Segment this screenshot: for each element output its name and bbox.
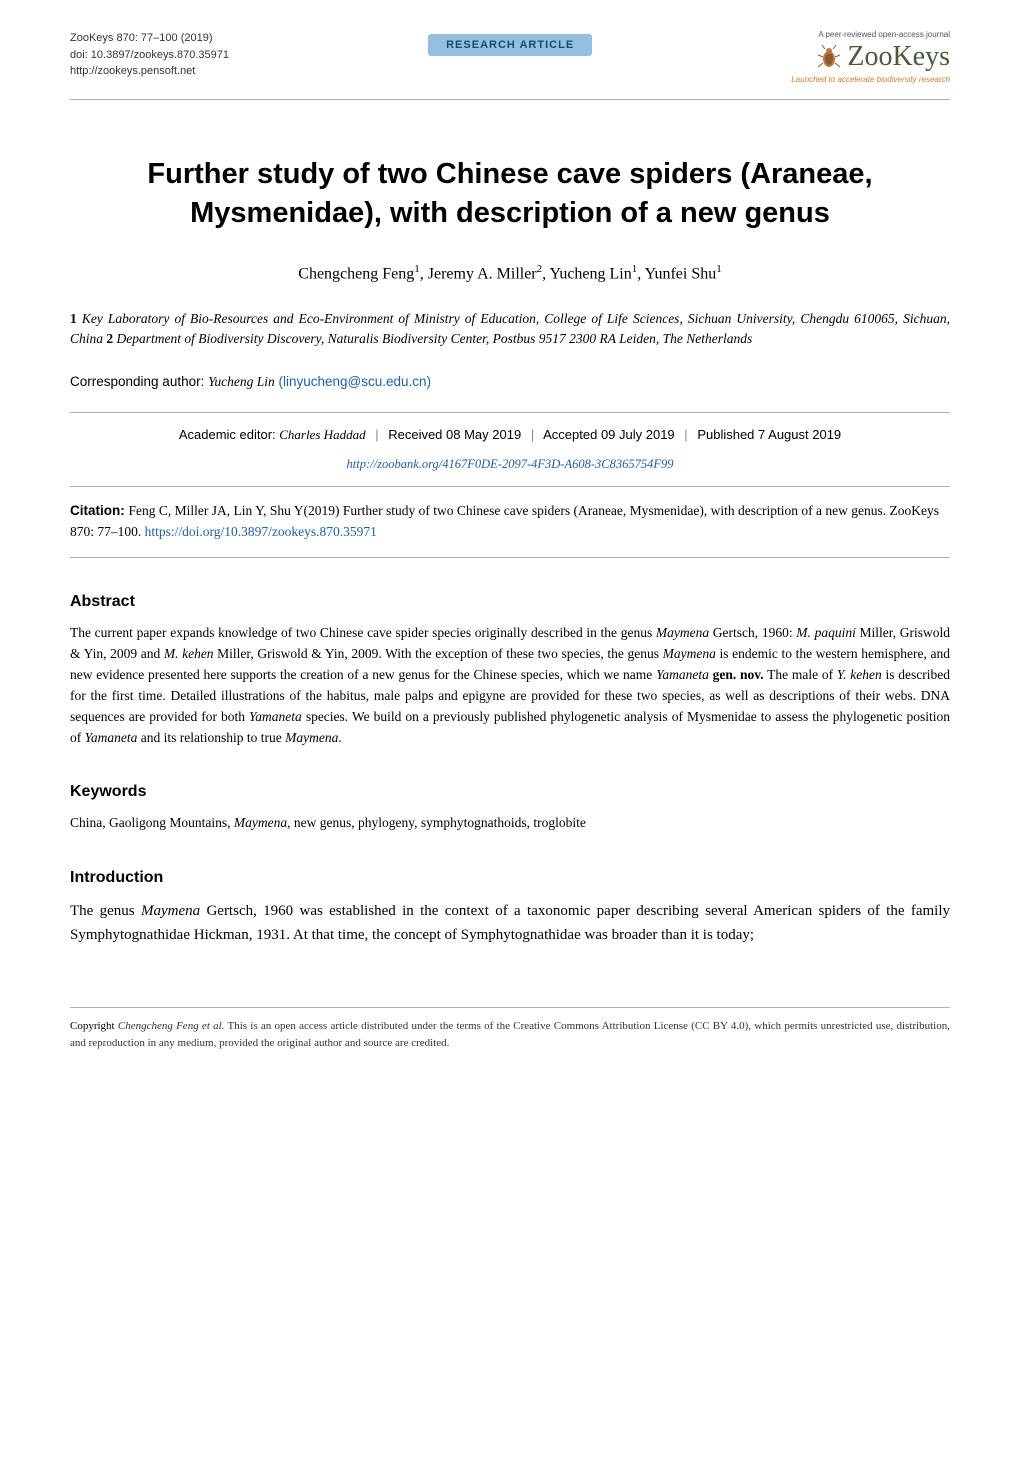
copyright-author: Chengcheng Feng et al.	[118, 1020, 225, 1032]
article-title: Further study of two Chinese cave spider…	[70, 155, 950, 233]
citation-doi[interactable]: https://doi.org/10.3897/zookeys.870.3597…	[145, 524, 377, 539]
journal-url[interactable]: http://zookeys.pensoft.net	[70, 63, 229, 80]
keywords-body: China, Gaoligong Mountains, Maymena, new…	[70, 813, 950, 834]
separator: |	[684, 427, 687, 442]
footer-rule	[70, 1007, 950, 1008]
header-row: ZooKeys 870: 77–100 (2019) doi: 10.3897/…	[0, 0, 1020, 99]
rule-1	[70, 412, 950, 413]
citation-block: Citation: Feng C, Miller JA, Lin Y, Shu …	[70, 501, 950, 543]
author-list: Chengcheng Feng1, Jeremy A. Miller2, Yuc…	[70, 263, 950, 283]
published-date: Published 7 August 2019	[697, 427, 841, 442]
journal-meta: ZooKeys 870: 77–100 (2019) doi: 10.3897/…	[70, 30, 229, 80]
abstract-heading: Abstract	[70, 593, 950, 611]
editor-name: Charles Haddad	[279, 427, 365, 442]
doi-line: doi: 10.3897/zookeys.870.35971	[70, 47, 229, 64]
publication-dates: Academic editor: Charles Haddad | Receiv…	[70, 427, 950, 443]
editor-label: Academic editor:	[179, 427, 279, 442]
journal-line: ZooKeys 870: 77–100 (2019)	[70, 30, 229, 47]
logo-tagline-top: A peer-reviewed open-access journal	[791, 30, 950, 39]
accepted-date: Accepted 09 July 2019	[543, 427, 675, 442]
abstract-body: The current paper expands knowledge of t…	[70, 623, 950, 749]
journal-logo: A peer-reviewed open-access journal ZooK…	[791, 30, 950, 84]
citation-label: Citation:	[70, 503, 129, 518]
keywords-heading: Keywords	[70, 783, 950, 801]
corresponding-label: Corresponding author:	[70, 374, 208, 389]
introduction-heading: Introduction	[70, 869, 950, 887]
corresponding-email[interactable]: (linyucheng@scu.edu.cn)	[279, 374, 432, 389]
rule-3	[70, 557, 950, 558]
separator: |	[375, 427, 378, 442]
logo-tagline-bottom: Launched to accelerate biodiversity rese…	[791, 75, 950, 84]
copyright-footer: Copyright Chengcheng Feng et al. This is…	[70, 1018, 950, 1051]
logo-text: ZooKeys	[847, 41, 950, 73]
copyright-label: Copyright	[70, 1020, 118, 1032]
rule-2	[70, 486, 950, 487]
introduction-body: The genus Maymena Gertsch, 1960 was esta…	[70, 899, 950, 947]
received-date: Received 08 May 2019	[388, 427, 521, 442]
affiliations: 1 Key Laboratory of Bio-Resources and Ec…	[70, 309, 950, 350]
corresponding-author: Corresponding author: Yucheng Lin (linyu…	[70, 374, 950, 390]
article-type-badge: RESEARCH ARTICLE	[428, 34, 592, 56]
separator: |	[531, 427, 534, 442]
logo-row: ZooKeys	[791, 41, 950, 73]
header-rule	[70, 99, 950, 100]
corresponding-name: Yucheng Lin	[208, 374, 275, 389]
zoobank-link[interactable]: http://zoobank.org/4167F0DE-2097-4F3D-A6…	[70, 457, 950, 472]
bug-icon	[815, 43, 843, 71]
